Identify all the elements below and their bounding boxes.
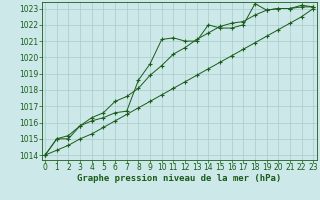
X-axis label: Graphe pression niveau de la mer (hPa): Graphe pression niveau de la mer (hPa) bbox=[77, 174, 281, 183]
